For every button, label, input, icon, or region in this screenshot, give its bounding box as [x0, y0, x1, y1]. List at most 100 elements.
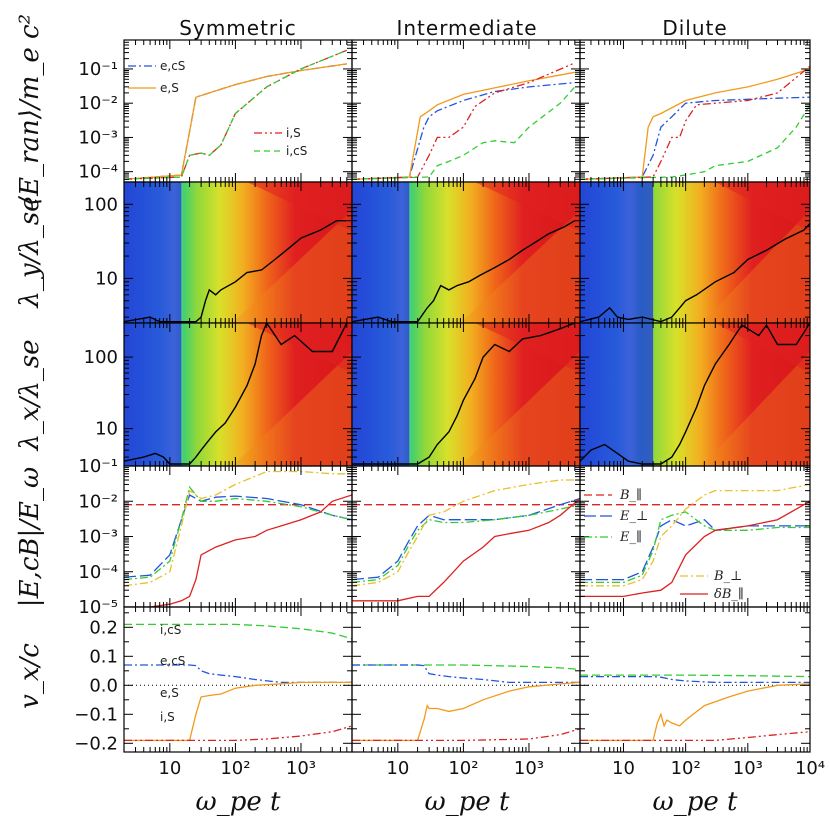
panel-frame: [351, 606, 581, 753]
panel-frame: [579, 606, 811, 753]
series-line-e-: [352, 497, 580, 581]
panel-frame: [351, 39, 581, 183]
panel-lambda-x-symmetric: [123, 322, 353, 467]
heatmap-warm-band: [701, 351, 810, 466]
series-line-i-cs: [124, 49, 348, 180]
series-line-e-cs: [352, 81, 575, 180]
legend-label-e-perp: E_⊥: [619, 509, 648, 524]
y-tick-label-velocity: 0.0: [89, 675, 118, 696]
x-tick-label: 10²: [220, 758, 250, 779]
x-tick-label: 10³: [286, 758, 316, 779]
xlabel-intermediate: ω_pe t: [425, 787, 510, 817]
legend-label-e-par: E_∥: [619, 530, 642, 545]
legend-label-i-cs: i,cS: [286, 144, 307, 158]
lines-energy-dilute: [580, 65, 810, 180]
series-line-b-: [352, 479, 580, 587]
series-line-e-cs: [580, 675, 810, 684]
lines-velocity-symmetric: [124, 623, 352, 742]
y-tick-label-lambda-x: 10: [95, 419, 118, 440]
series-line-e-cs: [124, 63, 347, 180]
x-tick-label: 10: [386, 758, 409, 779]
heatmap-lambda-x-symmetric: [124, 323, 352, 466]
series-line-dominant-scale: [580, 223, 810, 323]
x-tick-label: 10³: [733, 758, 763, 779]
heatmap-early-region: [124, 323, 182, 466]
series-line-dominant-scale: [352, 220, 576, 323]
lines-velocity-intermediate: [352, 664, 580, 742]
legend-label-velocity: i,cS: [160, 623, 181, 637]
series-line-i-s: [580, 731, 810, 742]
panel-energy-dilute: [579, 39, 811, 183]
ylabel-energy: ⟨E_ran⟩/m_e c²: [15, 14, 45, 206]
panel-velocity-intermediate: [351, 606, 581, 753]
series-line-e-: [124, 494, 352, 578]
legend-label-e-s: e,S: [160, 81, 179, 95]
heatmap-warm-band: [701, 210, 810, 323]
y-tick-label-energy: 10⁻⁴: [78, 162, 118, 183]
legend-label-b-perp: B_⊥: [713, 569, 742, 584]
heatmap-early-region: [352, 323, 410, 466]
ylabel-lambda-y: λ_y/λ_se: [15, 196, 45, 308]
y-tick-label-fields: 10⁻⁵: [78, 597, 118, 618]
panel-fields-dilute: [579, 465, 811, 608]
heatmap-warm-band: [460, 351, 580, 466]
panel-fields-symmetric: [123, 465, 353, 608]
series-line-i-cs: [124, 623, 352, 640]
panel-lambda-y-dilute: [579, 181, 811, 324]
panel-frame: [351, 465, 581, 608]
series-line-e-s: [352, 681, 580, 742]
lines-fields-dilute: [580, 483, 810, 598]
y-tick-label-velocity: −0.2: [74, 733, 118, 754]
legend-label-velocity: i,S: [160, 710, 175, 724]
series-line-e-: [352, 504, 580, 584]
series-line-e-: [580, 518, 810, 581]
series-line-e-s: [124, 681, 352, 742]
panel-lambda-x-dilute: [579, 322, 811, 467]
series-line-i-s: [352, 728, 580, 742]
series-line-b-: [124, 470, 352, 587]
heatmap-hot-band: [474, 182, 580, 232]
series-line-e-s: [580, 68, 810, 180]
y-tick-label-lambda-x: 100: [84, 347, 118, 368]
series-line-dominant-scale: [124, 323, 348, 465]
y-tick-label-lambda-y: 100: [84, 194, 118, 215]
x-tick-label: 10²: [448, 758, 478, 779]
series-line-e-cs: [580, 96, 810, 180]
panel-fields-intermediate: [351, 465, 581, 608]
legend-label-velocity: e,cS: [160, 654, 185, 668]
ylabel-fields: |E,cB|/E_ω: [15, 467, 45, 607]
heatmap-early-region: [580, 323, 654, 466]
y-tick-label-fields: 10⁻¹: [78, 456, 118, 477]
heatmap-hot-band: [246, 323, 352, 374]
series-line--b-: [580, 500, 810, 598]
heatmap-warm-band: [232, 351, 352, 466]
series-line--b-: [352, 498, 580, 602]
panel-lambda-y-symmetric: [123, 181, 353, 324]
panel-energy-intermediate: [351, 39, 581, 183]
y-tick-label-lambda-y: 10: [95, 268, 118, 289]
series-line-dominant-scale: [580, 323, 810, 465]
heatmap-lambda-x-intermediate: [352, 323, 580, 466]
legend-label-delta-b-par: δB_∥: [714, 587, 744, 602]
x-tick-label: 10³: [514, 758, 544, 779]
series-line-i-s: [352, 62, 576, 180]
panel-frame: [579, 39, 811, 183]
y-tick-label-velocity: −0.1: [74, 704, 118, 725]
panel-velocity-symmetric: [123, 606, 353, 753]
series-line-dominant-scale: [352, 323, 576, 465]
series-line-i-cs: [352, 664, 580, 671]
column-title-dilute: Dilute: [662, 16, 727, 40]
heatmap-hot-band: [715, 182, 810, 232]
x-tick-label: 10⁴: [795, 758, 825, 779]
lines-fields-intermediate: [352, 479, 580, 602]
y-tick-label-energy: 10⁻²: [78, 93, 118, 114]
series-line-i-cs: [580, 674, 810, 678]
xlabel-dilute: ω_pe t: [653, 787, 738, 817]
y-tick-label-fields: 10⁻³: [78, 527, 118, 548]
column-title-symmetric: Symmetric: [179, 16, 296, 40]
series-line-e-: [580, 511, 810, 584]
panel-lambda-x-intermediate: [351, 322, 581, 467]
y-tick-label-fields: 10⁻²: [78, 491, 118, 512]
ylabel-velocity: v_x/c: [15, 643, 45, 709]
